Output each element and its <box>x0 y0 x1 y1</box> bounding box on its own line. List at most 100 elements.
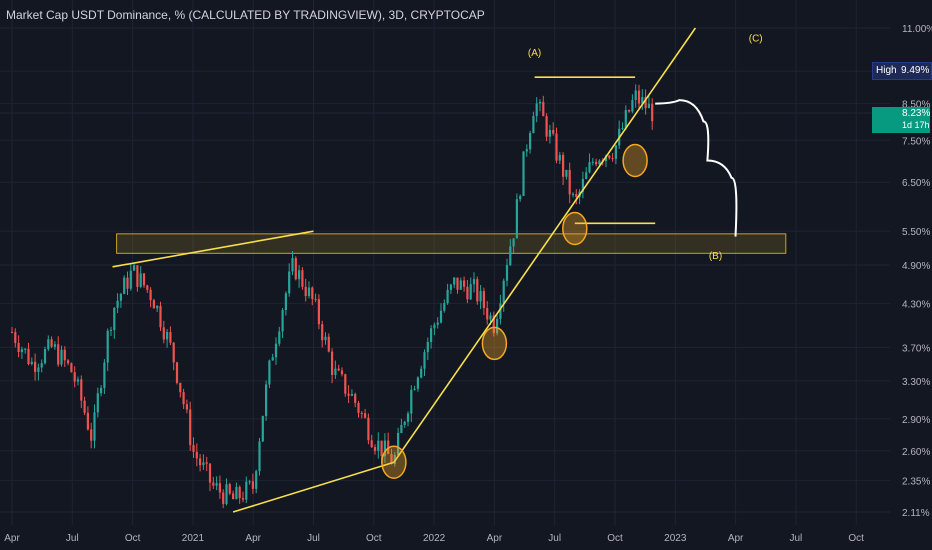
candle-body <box>489 315 492 320</box>
candle-body <box>433 324 436 329</box>
candle-body <box>558 154 561 161</box>
trendline <box>393 27 697 463</box>
support-zone-box <box>116 233 787 254</box>
candle-body <box>86 412 89 430</box>
x-tick-label: 2023 <box>664 533 687 544</box>
y-axis[interactable]: 11.00% 8.50% 7.50% 6.50% 5.50% 4.90% 4.30% 3.70… <box>890 0 932 550</box>
candle-body <box>367 417 370 441</box>
candle-body <box>27 348 30 364</box>
touch-circles-layer <box>381 143 648 480</box>
candle-body <box>307 287 311 296</box>
candle-body <box>555 133 558 161</box>
candle-body <box>139 273 142 287</box>
candle-body <box>499 303 502 319</box>
candle-body <box>24 348 27 350</box>
candle-body <box>136 265 139 287</box>
trendline <box>232 461 395 513</box>
x-tick-label: Jul <box>307 533 320 544</box>
candle-body <box>241 498 245 500</box>
candle-body <box>208 463 212 483</box>
candle-body <box>357 402 360 413</box>
candle-body <box>255 471 258 489</box>
candle-body <box>314 298 317 300</box>
candle-body <box>337 368 340 371</box>
x-axis[interactable]: Apr Jul Oct 2021 Apr Jul Oct 2022 Apr Jul Oct 2023 A… <box>4 533 864 544</box>
candle-body <box>360 412 363 414</box>
candle-body <box>502 280 505 304</box>
y-tick-label: 4.90% <box>902 261 930 272</box>
candle-body <box>535 103 538 117</box>
candle-body <box>469 284 472 300</box>
candle-body <box>281 310 284 332</box>
candle-body <box>30 361 33 364</box>
candle-body <box>585 172 588 179</box>
candle-body <box>571 193 575 195</box>
x-tick-label: 2022 <box>423 533 446 544</box>
candle-body <box>406 413 410 422</box>
candle-body <box>591 161 594 163</box>
candle-body <box>575 193 578 197</box>
candle-body <box>195 451 198 459</box>
y-tick-label: 2.11% <box>902 508 930 519</box>
candle-body <box>192 445 195 452</box>
candle-body <box>50 339 53 347</box>
candle-body <box>331 351 334 375</box>
candle-body <box>647 103 650 109</box>
candle-body <box>185 404 188 410</box>
candle-body <box>515 199 518 239</box>
candle-body <box>512 238 515 247</box>
candle-body <box>169 331 172 343</box>
candle-body <box>274 343 278 358</box>
candle-body <box>364 413 367 418</box>
candle-body <box>245 481 248 500</box>
candle-body <box>472 279 476 285</box>
candle-body <box>492 315 495 334</box>
candle-body <box>446 289 449 304</box>
candle-body <box>93 412 96 441</box>
candle-body <box>271 357 274 361</box>
candle-body <box>228 484 231 494</box>
high-badge-value: 9.49% <box>901 65 930 76</box>
candle-body <box>172 342 175 363</box>
candle-body <box>225 484 228 504</box>
x-tick-label: Oct <box>125 533 141 544</box>
wave-labels-layer: (A) (C) (B) <box>528 34 763 262</box>
projection-layer <box>655 99 738 237</box>
x-tick-label: Oct <box>607 533 623 544</box>
candle-body <box>222 492 225 504</box>
candle-body <box>182 392 185 405</box>
candle-body <box>109 329 113 331</box>
y-tick-label: 8.50% <box>902 100 930 111</box>
candle-body <box>113 307 116 330</box>
candle-body <box>377 440 380 451</box>
candle-body <box>90 429 93 441</box>
candle-body <box>380 440 383 457</box>
candle-body <box>344 374 347 394</box>
touch-circle <box>481 326 508 361</box>
candle-body <box>265 384 268 416</box>
candle-body <box>604 155 608 162</box>
last-price-badge: 8.23% 1d 17h <box>872 107 930 133</box>
candle-body <box>202 462 205 466</box>
candle-body <box>119 293 122 301</box>
candle-body <box>20 349 23 353</box>
candle-body <box>152 300 155 309</box>
candle-body <box>162 327 165 340</box>
candle-body <box>529 133 532 150</box>
touch-circle <box>381 445 407 480</box>
candle-body <box>258 441 261 472</box>
candle-body <box>261 415 264 442</box>
candle-body <box>383 440 386 457</box>
x-tick-label: Oct <box>848 533 864 544</box>
candle-body <box>123 277 126 294</box>
candle-body <box>393 455 396 464</box>
candle-body <box>251 481 254 489</box>
candle-body <box>403 421 406 425</box>
candle-body <box>126 277 129 289</box>
candle-body <box>548 129 551 137</box>
x-tick-label: Apr <box>487 533 503 544</box>
x-tick-label: Jul <box>548 533 561 544</box>
candle-body <box>73 372 76 382</box>
